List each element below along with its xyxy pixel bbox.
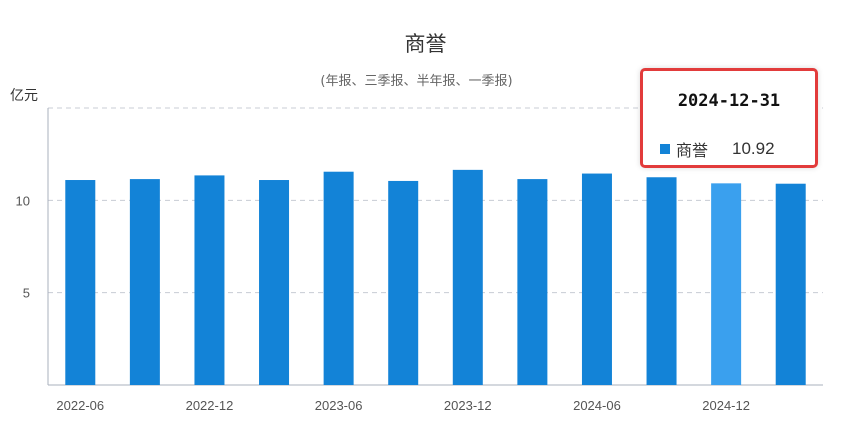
bar — [517, 179, 548, 385]
tooltip-series-name: 商誉 — [676, 141, 709, 160]
bar — [129, 179, 160, 385]
data-tooltip: 2024-12-31 商誉 10.92 — [640, 68, 818, 168]
chart-title: 商誉 — [404, 32, 447, 56]
tooltip-date: 2024-12-31 — [677, 91, 781, 111]
bar — [194, 175, 225, 385]
bar — [323, 171, 354, 385]
y-tick-label: 10 — [16, 193, 30, 208]
bar — [711, 183, 742, 385]
x-tick-label: 2023-06 — [315, 398, 363, 413]
bar — [452, 169, 483, 385]
x-tick-label: 2024-06 — [573, 398, 621, 413]
x-tick-label: 2022-06 — [56, 398, 104, 413]
tooltip-series-row: 商誉 10.92 — [660, 137, 775, 161]
bar — [259, 180, 290, 385]
tooltip-series-value: 10.92 — [732, 139, 775, 158]
bar — [646, 177, 677, 385]
tooltip-series-swatch — [660, 144, 670, 154]
y-axis-unit-label: 亿元 — [10, 88, 38, 104]
chart-subtitle: (年报、三季报、半年报、一季报) — [320, 74, 513, 89]
x-tick-label: 2024-12 — [702, 398, 750, 413]
x-tick-label: 2023-12 — [444, 398, 492, 413]
bar — [775, 183, 806, 385]
y-tick-label: 5 — [23, 286, 30, 301]
bar — [581, 173, 612, 385]
bar — [388, 180, 419, 385]
bar — [65, 180, 96, 385]
x-tick-label: 2022-12 — [186, 398, 234, 413]
